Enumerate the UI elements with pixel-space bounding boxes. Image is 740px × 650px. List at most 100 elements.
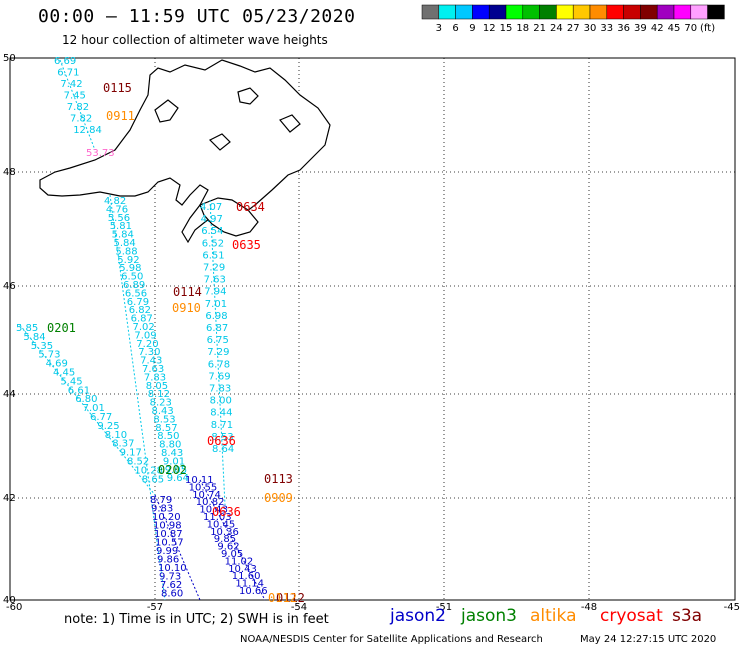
wave-height-value: 7.83: [209, 384, 231, 395]
scale-swatch: [488, 4, 507, 20]
scale-label: 39: [634, 23, 647, 34]
wave-height-value: 10.57: [155, 538, 184, 549]
wave-height-value: 6.54: [201, 226, 223, 237]
satellite-cryosat: cryosat: [600, 606, 663, 626]
wave-height-value: 6.69: [54, 56, 76, 67]
lon-label: -60: [6, 602, 22, 613]
scale-swatch: [707, 4, 725, 20]
scale-label: 45: [668, 23, 681, 34]
wave-height-value: 8.23: [150, 398, 172, 409]
lon-label: -54: [291, 602, 307, 613]
lat-label: 48: [3, 167, 16, 178]
scale-label: 70: [684, 23, 697, 34]
wave-height-value: 6.51: [202, 250, 224, 261]
wave-height-value: 6.87: [131, 314, 153, 325]
wave-height-value: 7.62: [160, 580, 182, 591]
wave-height-value: 6.87: [206, 323, 228, 334]
pass-time-label: 0911: [106, 109, 135, 123]
wave-height-value: 6.82: [129, 305, 151, 316]
lat-label: 42: [3, 493, 16, 504]
scale-label: 21: [533, 23, 546, 34]
wave-height-value: 9.99: [156, 546, 178, 557]
wave-height-value: 10.87: [154, 529, 183, 540]
wave-height-value: 7.63: [142, 364, 164, 375]
wave-height-value: 5.45: [60, 376, 82, 387]
scale-swatch: [606, 4, 624, 20]
wave-height-value: 9.62: [217, 542, 239, 553]
lat-label: 46: [3, 281, 16, 292]
wave-height-value: 8.64: [212, 444, 234, 455]
lat-label: 50: [3, 53, 16, 64]
pass-time-label: 0115: [103, 81, 132, 95]
wave-height-value: 5.88: [115, 246, 137, 257]
wave-height-value: 9.17: [120, 448, 142, 459]
wave-height-value: 7.45: [64, 91, 86, 102]
wave-height-value: 11.14: [235, 579, 264, 590]
wave-height-value: 9.05: [221, 549, 243, 560]
wave-height-value: 5.84: [112, 230, 134, 241]
wave-height-value: 5.35: [31, 341, 53, 352]
pass-time-labels: 0115 0911 0634 0635 0114 0910 0201 0636 0202 0113…: [47, 81, 305, 605]
wave-height-value: 12.84: [73, 125, 102, 136]
wave-height-value: 10.45: [207, 519, 236, 530]
wave-height-value: 9.86: [157, 555, 179, 566]
wave-height-value: 5.92: [117, 255, 139, 266]
wave-height-value: 6.71: [57, 68, 79, 79]
scale-label: 27: [567, 23, 580, 34]
lat-label: 44: [3, 389, 16, 400]
wave-height-value: 11.03: [203, 512, 232, 523]
pass-time-label: 0112: [276, 591, 305, 605]
pass-time-label: 0636: [212, 505, 241, 519]
wave-height-value: 53.73: [86, 148, 115, 159]
wave-height-value: 7.01: [205, 299, 227, 310]
wave-height-value: 4.07: [200, 202, 222, 213]
scale-label: 12: [483, 23, 496, 34]
wave-height-value: 10.43: [228, 564, 257, 575]
scale-swatch: [673, 4, 692, 20]
lon-label: -45: [724, 602, 740, 613]
wave-height-value: 10.74: [192, 490, 221, 501]
scale-swatch: [572, 4, 591, 20]
scale-swatch: [505, 4, 524, 20]
wave-height-value: 7.09: [134, 330, 156, 341]
wave-height-value: 5.98: [119, 263, 141, 274]
scale-label: 30: [584, 23, 597, 34]
scale-label: 15: [500, 23, 513, 34]
wave-height-value: 8.05: [146, 381, 168, 392]
wave-height-value: 7.83: [144, 372, 166, 383]
wave-height-value: 7.82: [70, 114, 92, 125]
pass-time-label: 0635: [232, 238, 261, 252]
lon-label: -48: [581, 602, 597, 613]
scale-swatch: [421, 4, 440, 20]
pass-time-label: 0112: [268, 591, 297, 605]
wave-height-value: 8.00: [210, 396, 232, 407]
wave-height-value: 10.98: [153, 521, 182, 532]
satellite-s3a: s3a: [672, 606, 703, 626]
scale-swatch: [522, 4, 540, 20]
wave-height-value: 8.71: [211, 420, 233, 431]
scale-label: (ft): [700, 23, 715, 34]
footer-timestamp: May 24 12:27:15 UTC 2020: [580, 634, 717, 645]
scale-label: 9: [469, 23, 475, 34]
wave-height-value: 9.05: [165, 465, 187, 476]
pass-time-label: 0636: [207, 434, 236, 448]
scale-label: 42: [651, 23, 664, 34]
wave-height-value: 6.56: [125, 288, 147, 299]
wave-height-value: 6.61: [68, 385, 90, 396]
wave-height-value: 9.25: [97, 421, 119, 432]
pass-time-label: 0114: [173, 285, 202, 299]
wave-height-value: 7.94: [204, 287, 226, 298]
wave-height-value: 6.80: [75, 394, 97, 405]
wave-height-value: 10.82: [196, 497, 225, 508]
wave-height-value: 8.37: [112, 439, 134, 450]
newfoundland-coastline: [39, 59, 331, 244]
pass-time-label: 0634: [236, 200, 265, 214]
footer-credit: NOAA/NESDIS Center for Satellite Applica…: [240, 634, 543, 645]
wave-height-value: 8.53: [153, 414, 175, 425]
pass-time-label: 0910: [172, 301, 201, 315]
lat-lon-grid: [10, 58, 735, 600]
wave-height-value: 10.66: [239, 586, 268, 597]
wave-height-value: 6.79: [127, 297, 149, 308]
wave-height-value: 8.57: [155, 423, 177, 434]
